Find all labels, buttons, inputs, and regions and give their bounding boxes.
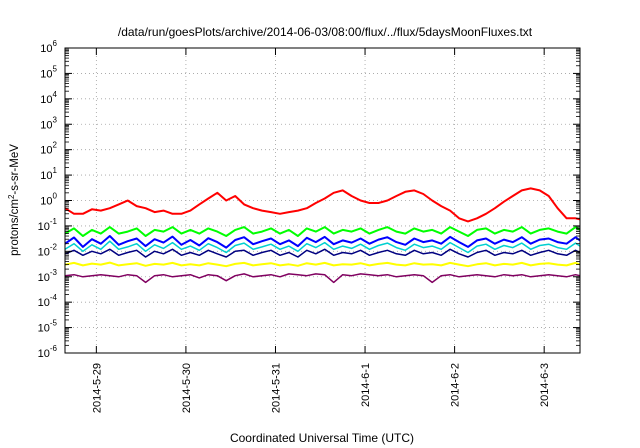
y-tick-label: 101: [40, 166, 57, 182]
y-tick-label: 106: [40, 39, 57, 55]
y-tick-label: 105: [40, 64, 57, 80]
chart-title: /data/run/goesPlots/archive/2014-06-03/0…: [118, 25, 533, 39]
y-tick-base: 10: [38, 297, 50, 309]
y-tick-base: 10: [40, 170, 52, 182]
y-tick-base: 10: [38, 323, 50, 335]
y-tick-exponent: 0: [53, 192, 58, 201]
y-tick-base: 10: [40, 94, 52, 106]
y-tick-exponent: -6: [50, 344, 58, 353]
series-line-1: [64, 187, 581, 223]
x-tick-label: 2014-5-29: [91, 363, 103, 413]
y-tick-base: 10: [40, 145, 52, 157]
y-tick-label: 10-2: [38, 242, 58, 258]
x-axis-label: Coordinated Universal Time (UTC): [230, 431, 414, 445]
y-tick-base: 10: [40, 43, 52, 55]
y-tick-exponent: -5: [50, 319, 58, 328]
y-tick-label: 10-5: [38, 319, 58, 335]
y-tick-exponent: 5: [53, 64, 58, 73]
series-line-2: [64, 226, 581, 237]
y-tick-label: 10-3: [38, 268, 58, 284]
series-line-3: [64, 240, 581, 254]
grid-lines: [65, 48, 580, 353]
y-axis-label-rest: -s-sr-MeV: [9, 144, 21, 195]
y-axis-label-base: protons/cm: [9, 199, 21, 256]
y-tick-exponent: -1: [50, 217, 58, 226]
data-series: [64, 187, 581, 284]
y-tick-base: 10: [38, 348, 50, 360]
y-tick-exponent: 4: [53, 90, 58, 99]
y-tick-label: 10-6: [38, 344, 58, 360]
series-line-4: [64, 235, 581, 249]
y-tick-exponent: 6: [53, 39, 58, 48]
x-axis-ticks: 2014-5-29 2014-5-30 2014-5-31 2014-6-1 2014-…: [91, 48, 551, 413]
y-tick-label: 102: [40, 141, 57, 157]
y-axis-label-superscript: 2: [7, 194, 16, 199]
y-tick-label: 103: [40, 115, 57, 131]
y-tick-base: 10: [40, 68, 52, 80]
y-tick-base: 10: [40, 119, 52, 131]
y-tick-exponent: 1: [53, 166, 58, 175]
series-line-5: [64, 248, 581, 258]
series-line-6: [64, 261, 581, 268]
y-tick-label: 10-4: [38, 293, 58, 309]
x-tick-label: 2014-6-2: [450, 363, 462, 407]
y-tick-base: 10: [38, 246, 50, 258]
x-tick-label: 2014-6-3: [539, 363, 551, 407]
y-tick-exponent: -4: [50, 293, 58, 302]
y-tick-base: 10: [38, 221, 50, 233]
y-tick-label: 10-1: [38, 217, 58, 233]
y-tick-exponent: -3: [50, 268, 58, 277]
y-axis-ticks: 10-610-510-410-310-210-11001011021031041…: [38, 39, 580, 360]
y-tick-exponent: 3: [53, 115, 58, 124]
x-tick-label: 2014-6-1: [360, 363, 372, 407]
y-tick-base: 10: [40, 196, 52, 208]
x-tick-label: 2014-5-31: [270, 363, 282, 413]
x-tick-label: 2014-5-30: [181, 363, 193, 413]
y-tick-exponent: 2: [53, 141, 58, 150]
y-tick-label: 100: [40, 192, 57, 208]
y-tick-base: 10: [38, 272, 50, 284]
y-tick-exponent: -2: [50, 242, 58, 251]
y-axis-label: protons/cm2-s-sr-MeV: [7, 144, 22, 256]
series-line-7: [64, 273, 581, 284]
y-tick-label: 104: [40, 90, 57, 106]
